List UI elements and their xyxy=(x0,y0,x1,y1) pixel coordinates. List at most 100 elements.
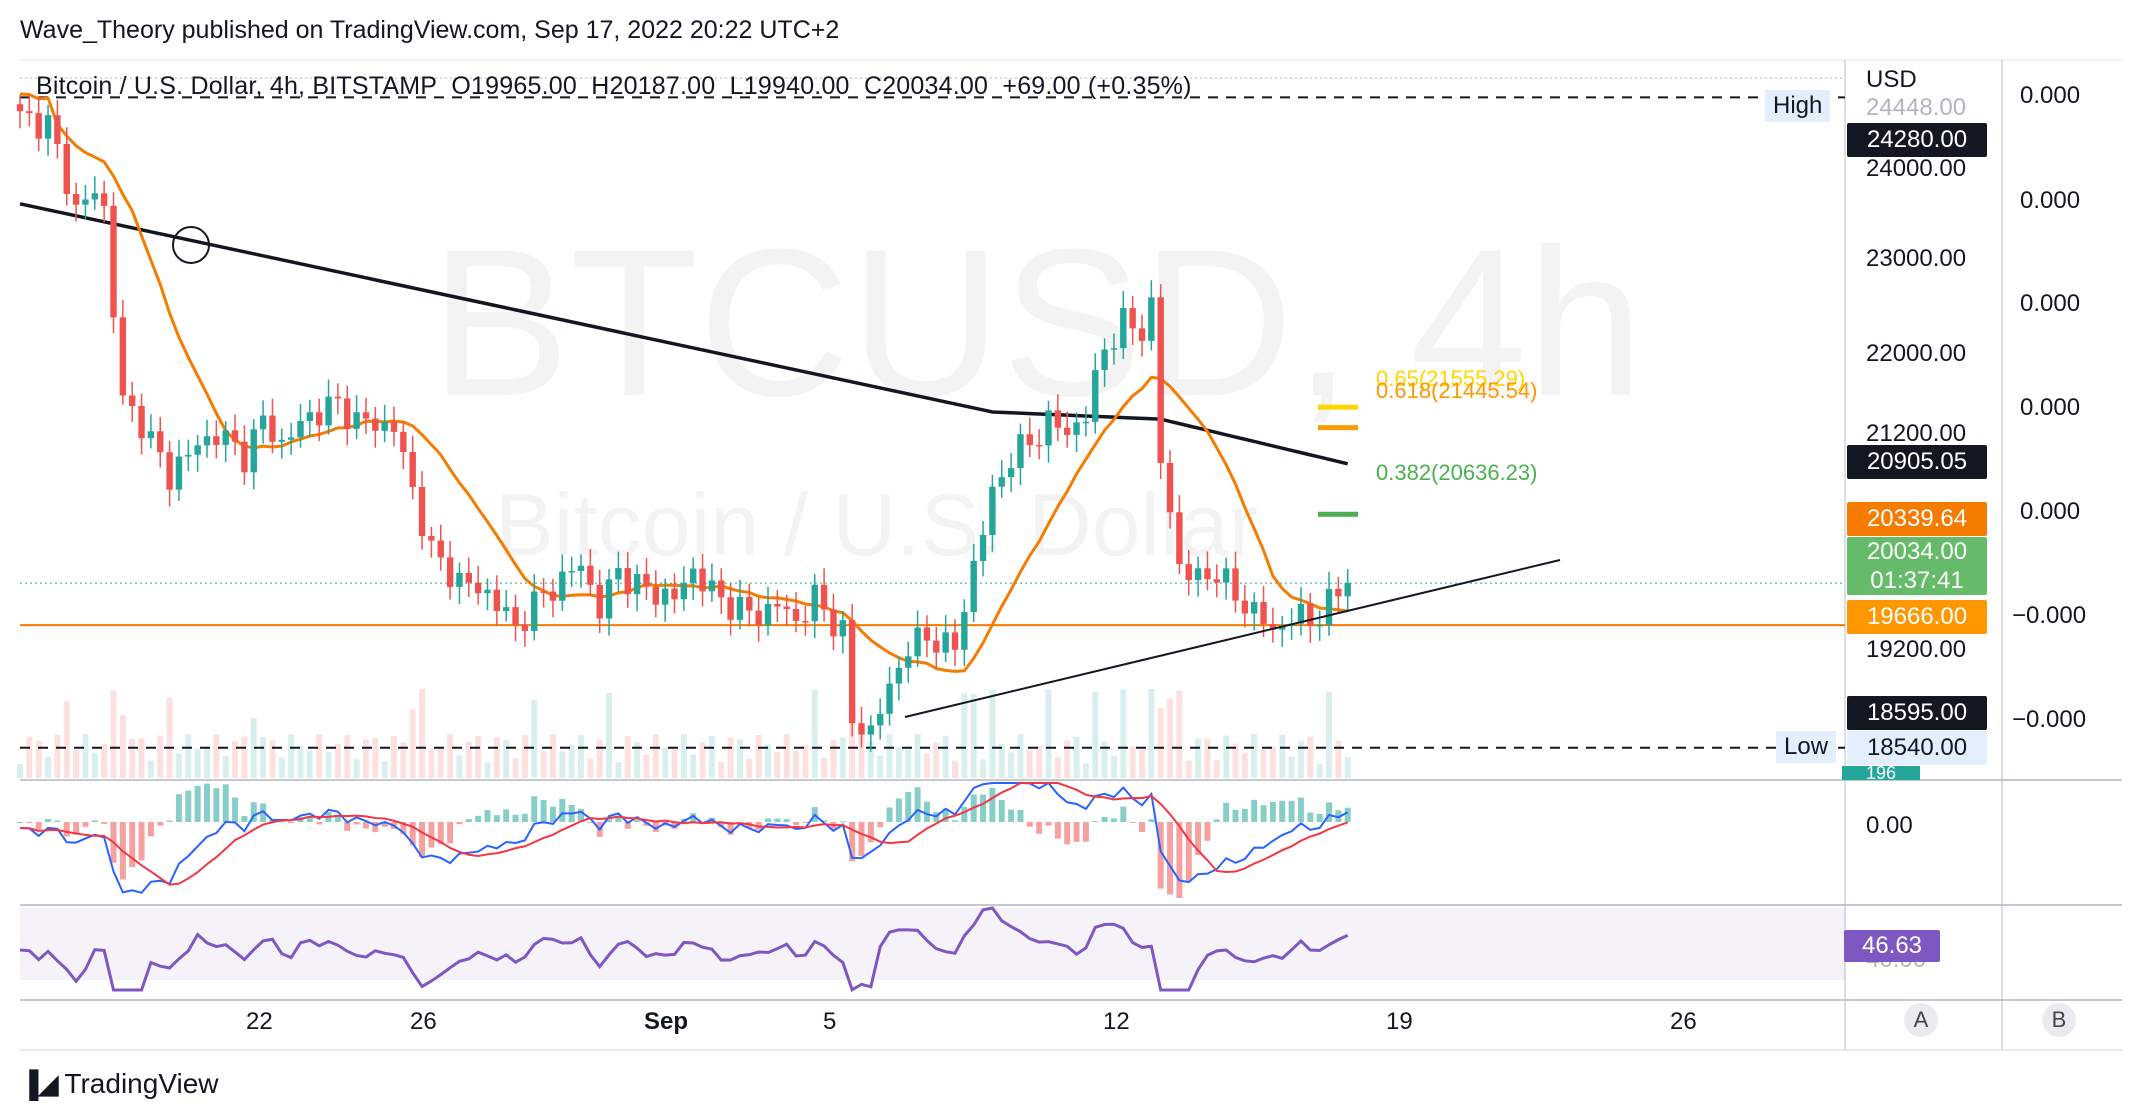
macd-histogram-bar xyxy=(1129,822,1136,823)
volume-bar xyxy=(643,754,650,778)
tradingview-mark-icon: ▐◢ xyxy=(20,1069,59,1099)
fibonacci-levels xyxy=(1318,404,1358,517)
candle-body xyxy=(1269,623,1277,630)
candle-body xyxy=(297,421,304,438)
macd-histogram-bar xyxy=(877,822,884,828)
volume-bar xyxy=(559,751,566,778)
macd-histogram-bar xyxy=(484,810,491,822)
volume-bar xyxy=(540,751,547,778)
volume-bar xyxy=(980,759,987,778)
candle-body xyxy=(381,421,388,431)
macd-histogram-bar xyxy=(1036,822,1043,834)
brand-name: TradingView xyxy=(64,1068,219,1099)
macd-histogram-bar xyxy=(353,822,360,825)
volume-bar xyxy=(549,734,556,778)
candle-body xyxy=(587,565,594,585)
volume-bar xyxy=(531,700,538,778)
symbol-pair[interactable]: Bitcoin / U.S. Dollar, 4h, BITSTAMP xyxy=(36,72,438,100)
volume-bar xyxy=(1232,743,1239,778)
tradingview-logo[interactable]: ▐◢ TradingView xyxy=(20,1068,219,1100)
ema50-tag: 20339.64 xyxy=(1847,502,1987,536)
candle-body xyxy=(1297,603,1305,624)
candle-body xyxy=(1082,421,1090,424)
volume-bar xyxy=(886,734,893,778)
candle-body xyxy=(549,591,557,601)
candle-body xyxy=(1166,462,1174,513)
candle-body xyxy=(166,452,173,490)
currency-label[interactable]: USD xyxy=(1866,66,1917,93)
volume-bar xyxy=(63,701,70,778)
low-value-tag: 18540.00 xyxy=(1847,731,1987,765)
symbol-ohlc-bar: Bitcoin / U.S. Dollar, 4h, BITSTAMP O199… xyxy=(36,72,1192,101)
candle-body xyxy=(1307,603,1314,626)
high-label: High xyxy=(1765,90,1831,122)
volume-bar xyxy=(381,761,388,778)
volume-bar xyxy=(699,742,706,778)
candle-body xyxy=(63,144,70,195)
candle-body xyxy=(699,568,706,592)
macd-histogram-bar xyxy=(1204,822,1211,841)
macd-histogram-bar xyxy=(727,822,734,835)
macd-histogram-bar xyxy=(914,787,921,822)
candle-body xyxy=(615,568,622,580)
macd-histogram-bar xyxy=(1017,809,1024,822)
macd-histogram-bar xyxy=(73,822,80,835)
volume-bar xyxy=(1307,736,1314,778)
volume-bar xyxy=(1167,698,1174,778)
macd-histogram-bar xyxy=(540,800,547,822)
volume-bar xyxy=(1082,763,1089,778)
macd-histogram-bar xyxy=(1307,812,1314,822)
volume-bar xyxy=(147,760,154,778)
candle-body xyxy=(1279,625,1286,630)
candle-body xyxy=(1007,468,1015,478)
volume-bar xyxy=(400,742,407,778)
macd-histogram-bar xyxy=(867,822,874,843)
volume-bar xyxy=(914,734,921,778)
candle-body xyxy=(16,104,24,112)
publisher-header: Wave_Theory published on TradingView.com… xyxy=(20,16,840,44)
volume-bar xyxy=(484,762,491,778)
volume-bar xyxy=(428,748,435,778)
macd-histogram-bar xyxy=(1195,822,1202,856)
volume-bar xyxy=(110,690,117,778)
log-scale-button[interactable]: B xyxy=(2042,1003,2076,1037)
volume-bar xyxy=(344,735,351,778)
macd-histogram-bar xyxy=(718,822,725,828)
candle-body xyxy=(961,612,968,650)
candle-body xyxy=(942,632,949,653)
macd-histogram-bar xyxy=(1213,819,1220,822)
candle-body xyxy=(1120,308,1127,349)
macd-histogram-bar xyxy=(54,820,61,822)
macd-histogram-bar xyxy=(849,822,856,862)
volume-bar xyxy=(475,736,482,778)
macd-histogram-bar xyxy=(82,822,89,827)
macd-histogram-bar xyxy=(456,822,463,825)
macd-histogram-bar xyxy=(1026,822,1033,827)
macd-histogram-bar xyxy=(998,800,1005,822)
time-label: 19 xyxy=(1386,1008,1413,1035)
volume-bar xyxy=(1073,737,1080,778)
candle-body xyxy=(1204,568,1211,580)
fib-0382-label: 0.382(20636.23) xyxy=(1376,460,1538,485)
volume-bar xyxy=(512,758,519,778)
candle-body xyxy=(764,604,772,626)
auto-scale-button[interactable]: A xyxy=(1904,1003,1938,1037)
volume-bar xyxy=(1204,738,1211,778)
macd-histogram-bar xyxy=(428,822,435,848)
macd-histogram-bar xyxy=(1139,822,1145,833)
candle-body xyxy=(802,620,809,623)
volume-bar xyxy=(1251,734,1258,778)
macd-histogram-bar xyxy=(1223,802,1230,822)
candle-body xyxy=(316,412,323,426)
candle-body xyxy=(643,574,650,587)
candle-body xyxy=(100,193,108,206)
candle-body xyxy=(175,456,183,490)
candle-body xyxy=(830,609,837,637)
volume-bar xyxy=(316,734,323,778)
volume-bar xyxy=(774,751,781,778)
candle-body xyxy=(400,431,407,453)
price-tick: 24000.00 xyxy=(1866,155,1967,182)
candle-body xyxy=(1045,410,1052,446)
volume-bar xyxy=(578,734,584,778)
